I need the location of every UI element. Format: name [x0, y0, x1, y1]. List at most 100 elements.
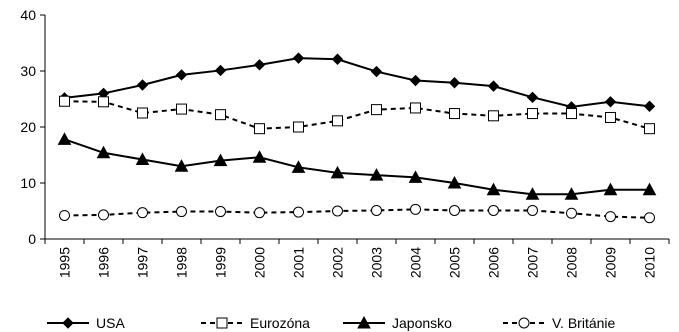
data-point-circle	[518, 317, 530, 329]
series-line	[64, 208, 650, 219]
data-point-circle	[527, 204, 538, 216]
data-point-circle	[176, 206, 187, 218]
x-tick-label: 2001	[291, 247, 307, 278]
data-point-triangle	[525, 187, 540, 200]
data-point-diamond	[448, 77, 461, 89]
x-tick-label: 2009	[603, 247, 619, 278]
data-point-diamond	[136, 79, 149, 91]
legend-item-2: Japonsko	[343, 315, 452, 331]
data-point-square	[137, 107, 148, 119]
x-tick-label: 2004	[408, 247, 424, 278]
data-point-diamond	[253, 59, 266, 71]
data-point-circle	[137, 207, 148, 219]
series-0	[58, 52, 656, 113]
data-point-diamond	[331, 53, 344, 65]
legend: USA Eurozóna Japonsko V. Británie	[47, 315, 616, 331]
data-point-square	[98, 96, 109, 108]
data-point-circle	[644, 212, 655, 224]
data-point-circle	[59, 209, 70, 221]
x-tick-label: 1996	[96, 247, 112, 278]
data-point-diamond	[214, 64, 227, 77]
series-line	[64, 100, 650, 130]
data-point-square	[59, 95, 70, 107]
data-point-triangle	[369, 168, 384, 181]
data-point-triangle	[135, 152, 150, 165]
x-tick-label: 1997	[135, 247, 151, 278]
data-point-triangle	[252, 150, 267, 163]
x-tick-label: 1999	[213, 247, 229, 278]
data-point-triangle	[357, 315, 371, 329]
data-point-square	[216, 317, 228, 329]
legend-item-0: USA	[47, 315, 125, 331]
series-1	[59, 95, 655, 135]
legend-label: Eurozóna	[250, 315, 310, 331]
data-point-diamond	[409, 74, 422, 87]
x-axis-ticks: 1995 1996 1997 1998 1999 2000 2001 2002 2003 2004…	[44, 239, 670, 278]
data-point-square	[605, 111, 616, 123]
y-tick-label: 0	[28, 231, 36, 247]
data-point-triangle	[642, 182, 657, 196]
legend-label: USA	[96, 315, 125, 331]
data-point-diamond	[487, 80, 500, 92]
series-line	[64, 57, 650, 108]
data-point-diamond	[643, 100, 656, 112]
data-point-square	[215, 109, 226, 121]
x-tick-label: 2003	[369, 247, 385, 278]
data-point-circle	[215, 206, 226, 218]
data-point-square	[332, 115, 343, 127]
series-line	[64, 138, 650, 196]
data-point-square	[410, 102, 421, 114]
data-point-triangle	[408, 170, 423, 183]
x-tick-label: 2000	[252, 247, 268, 278]
x-tick-label: 2008	[564, 247, 580, 278]
x-tick-label: 2010	[642, 247, 658, 278]
data-point-circle	[98, 209, 109, 221]
data-point-circle	[410, 203, 421, 215]
data-point-triangle	[57, 132, 72, 145]
legend-label: V. Británie	[552, 315, 616, 331]
data-point-triangle	[564, 187, 579, 200]
data-point-diamond	[175, 69, 188, 81]
legend-label: Japonsko	[392, 315, 452, 331]
data-point-square	[176, 103, 187, 115]
x-tick-label: 2006	[486, 247, 502, 278]
y-tick-label: 10	[20, 175, 36, 191]
data-point-triangle	[213, 153, 228, 167]
y-axis-ticks: 0 10 20 30 40	[20, 7, 45, 247]
data-point-circle	[488, 204, 499, 216]
y-tick-label: 20	[20, 119, 36, 135]
data-point-triangle	[174, 159, 189, 172]
data-point-circle	[293, 206, 304, 218]
data-point-diamond	[292, 52, 305, 64]
data-point-square	[566, 108, 577, 120]
chart-axes	[44, 15, 669, 240]
data-point-circle	[371, 204, 382, 216]
series-3	[59, 203, 655, 224]
data-point-square	[293, 121, 304, 133]
data-point-square	[371, 104, 382, 116]
data-point-diamond	[604, 96, 617, 108]
data-point-triangle	[603, 182, 618, 196]
data-point-diamond	[526, 91, 539, 104]
x-tick-label: 2007	[525, 247, 541, 278]
data-point-square	[254, 123, 265, 135]
x-tick-label: 1995	[57, 247, 73, 278]
data-point-triangle	[447, 175, 462, 189]
y-tick-label: 40	[20, 7, 36, 23]
data-point-circle	[254, 207, 265, 219]
data-point-circle	[449, 204, 460, 216]
data-point-diamond	[62, 317, 74, 329]
data-point-diamond	[370, 65, 383, 78]
data-point-square	[449, 108, 460, 120]
data-point-circle	[332, 205, 343, 217]
data-point-triangle	[96, 145, 111, 159]
x-tick-label: 1998	[174, 247, 190, 278]
data-point-square	[488, 110, 499, 122]
series-2	[57, 132, 657, 200]
legend-item-1: Eurozóna	[201, 315, 310, 331]
data-point-triangle	[486, 182, 501, 196]
data-point-circle	[566, 207, 577, 219]
data-point-triangle	[291, 160, 306, 173]
data-point-square	[527, 108, 538, 120]
